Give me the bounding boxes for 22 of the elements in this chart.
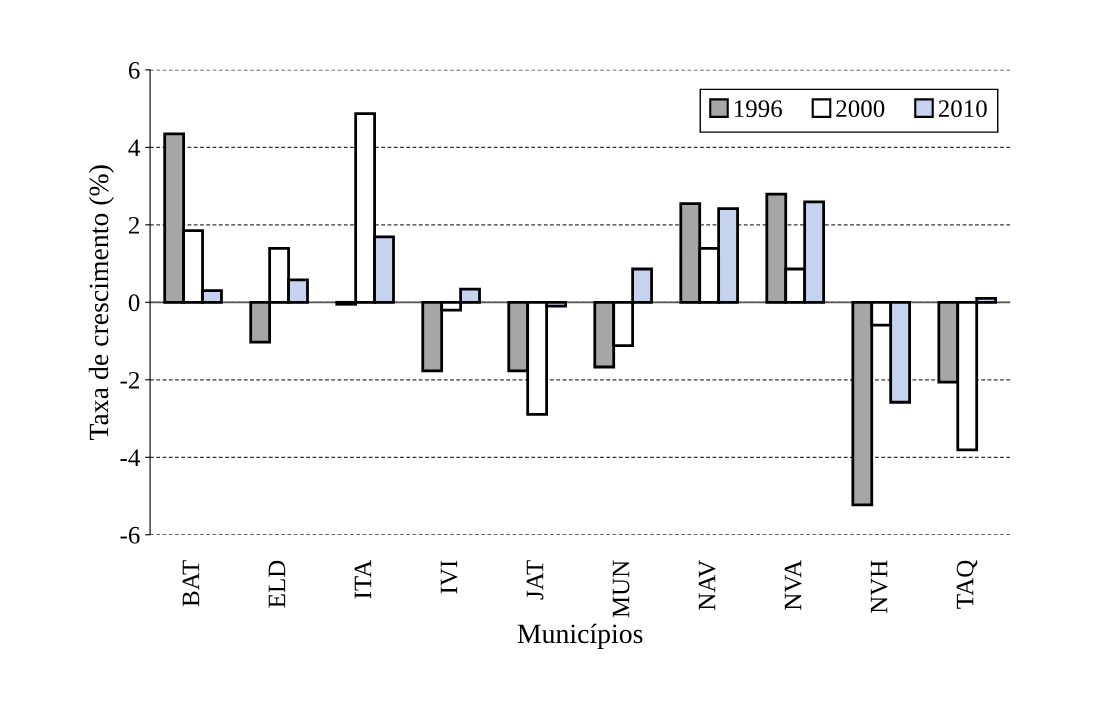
- y-tick-label: -6: [120, 526, 140, 544]
- y-tick-label: -2: [120, 371, 139, 389]
- y-tick-label: 0: [128, 294, 140, 312]
- legend-label: 2000: [836, 100, 885, 118]
- y-tick-label: 2: [128, 216, 139, 234]
- x-tick-label: ELD: [268, 560, 286, 608]
- legend-label: 2010: [938, 100, 987, 118]
- x-tick-label: TAQ: [956, 560, 978, 609]
- x-tick-label: BAT: [182, 560, 200, 607]
- y-tick-label: -4: [120, 449, 140, 466]
- y-tick-label: 4: [128, 139, 140, 157]
- legend-label: 1996: [734, 100, 782, 118]
- x-tick-label: IVI: [440, 560, 458, 594]
- x-axis-title: Municípios: [517, 623, 643, 649]
- x-tick-label: JAT: [526, 560, 544, 600]
- y-tick-label: 6: [128, 61, 140, 79]
- y-axis-title: Taxa de crescimento (%): [88, 165, 114, 441]
- x-tick-label: NVH: [870, 560, 888, 614]
- x-tick-label: NAV: [698, 560, 716, 610]
- x-tick-label: MUN: [612, 560, 630, 618]
- x-tick-label: NVA: [784, 559, 802, 610]
- x-tick-label: ITA: [354, 559, 372, 599]
